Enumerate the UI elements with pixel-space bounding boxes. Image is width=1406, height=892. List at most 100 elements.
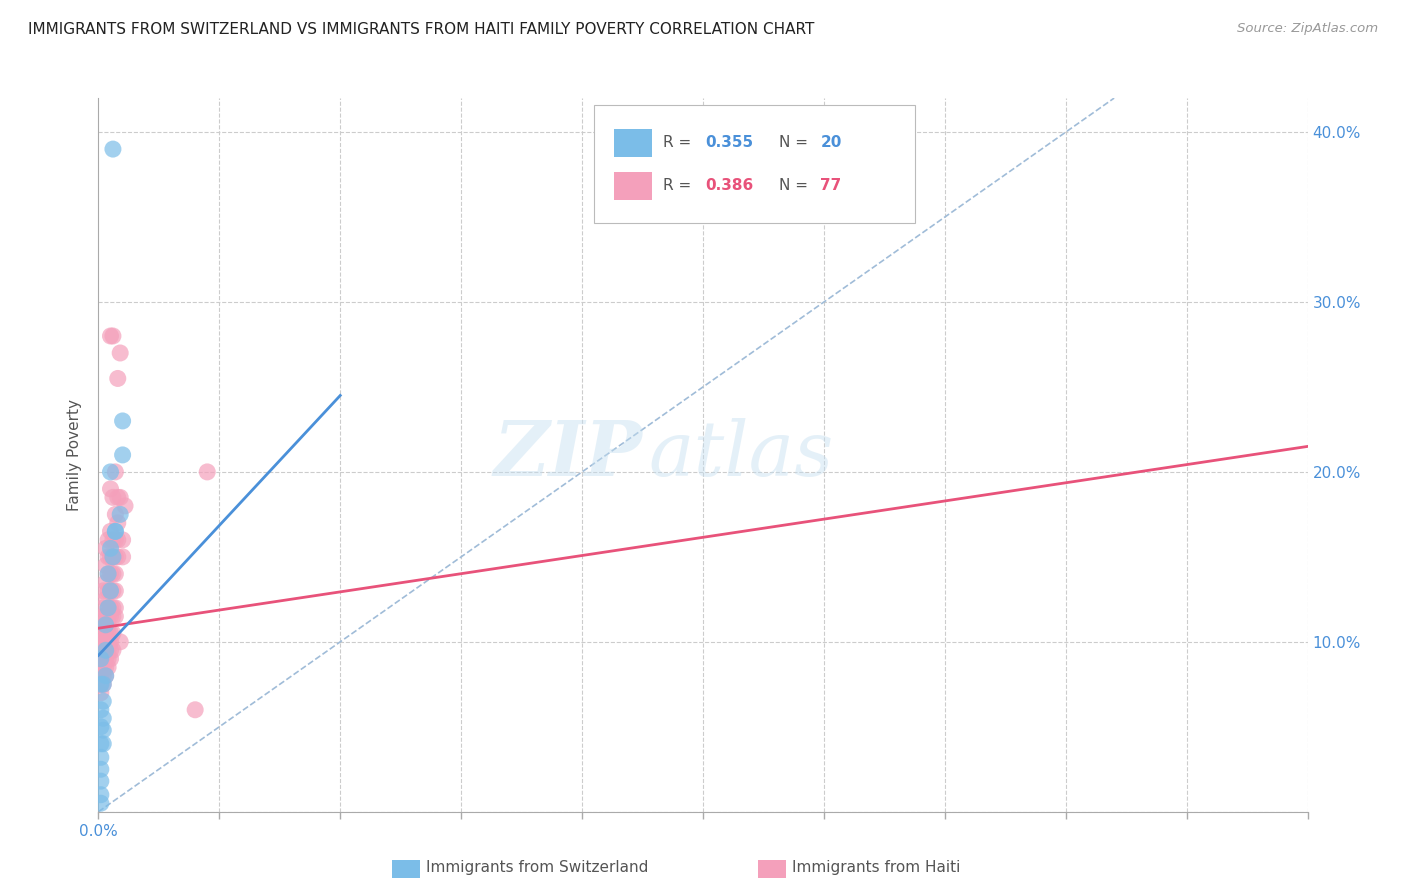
Point: [101, 583, 124, 598]
Text: R =: R =: [664, 135, 696, 150]
Point: [94, 626, 117, 640]
Point: [94, 575, 117, 590]
Point: [107, 549, 129, 564]
Point: [100, 524, 122, 539]
Text: Immigrants from Switzerland: Immigrants from Switzerland: [426, 861, 648, 875]
Point: [94, 660, 117, 674]
Point: [94, 541, 117, 556]
Point: [184, 703, 207, 717]
Point: [90, 788, 112, 802]
Point: [97, 652, 120, 666]
Point: [108, 346, 131, 360]
Point: [107, 491, 129, 505]
Point: [94, 617, 117, 632]
Point: [100, 583, 122, 598]
Point: [108, 635, 131, 649]
Point: [91, 600, 114, 615]
Point: [90, 774, 112, 789]
Point: [97, 626, 120, 640]
Point: [91, 737, 114, 751]
Point: [91, 677, 114, 691]
Point: [111, 533, 134, 547]
Point: [101, 566, 124, 581]
Point: [94, 669, 117, 683]
Point: [91, 635, 114, 649]
Point: [101, 142, 124, 156]
Point: [91, 677, 114, 691]
Point: [90, 652, 112, 666]
Point: [100, 566, 122, 581]
Point: [104, 566, 127, 581]
Point: [101, 626, 124, 640]
Point: [104, 583, 127, 598]
Point: [94, 617, 117, 632]
Point: [100, 635, 122, 649]
Point: [107, 516, 129, 530]
Point: [94, 643, 117, 657]
Point: [91, 652, 114, 666]
Point: [107, 533, 129, 547]
Text: N =: N =: [779, 135, 813, 150]
FancyBboxPatch shape: [613, 128, 652, 157]
Point: [108, 491, 131, 505]
Point: [94, 669, 117, 683]
Point: [94, 635, 117, 649]
Point: [97, 583, 120, 598]
Text: 0.355: 0.355: [706, 135, 754, 150]
Point: [108, 508, 131, 522]
Point: [104, 508, 127, 522]
Point: [90, 703, 112, 717]
Point: [111, 448, 134, 462]
Text: N =: N =: [779, 178, 813, 193]
Point: [111, 549, 134, 564]
Point: [104, 533, 127, 547]
Point: [90, 796, 112, 810]
Point: [94, 609, 117, 624]
Point: [91, 660, 114, 674]
FancyBboxPatch shape: [613, 171, 652, 200]
Point: [104, 609, 127, 624]
Point: [97, 549, 120, 564]
Point: [90, 762, 112, 776]
Point: [94, 592, 117, 607]
Point: [97, 617, 120, 632]
Text: atlas: atlas: [648, 418, 834, 491]
Point: [97, 566, 120, 581]
Point: [104, 524, 127, 539]
Point: [97, 643, 120, 657]
Point: [91, 694, 114, 708]
Point: [91, 643, 114, 657]
Point: [91, 723, 114, 738]
Point: [91, 583, 114, 598]
Point: [97, 600, 120, 615]
Point: [111, 414, 134, 428]
Point: [100, 541, 122, 556]
Point: [97, 600, 120, 615]
Point: [91, 669, 114, 683]
Point: [90, 750, 112, 764]
Point: [100, 329, 122, 343]
Point: [100, 626, 122, 640]
Point: [97, 533, 120, 547]
Text: Source: ZipAtlas.com: Source: ZipAtlas.com: [1237, 22, 1378, 36]
Point: [90, 737, 112, 751]
Point: [91, 711, 114, 725]
Text: R =: R =: [664, 178, 696, 193]
Point: [101, 643, 124, 657]
Point: [90, 669, 112, 683]
Point: [90, 652, 112, 666]
Point: [101, 329, 124, 343]
Point: [91, 609, 114, 624]
Text: ZIP: ZIP: [494, 418, 643, 491]
Point: [101, 549, 124, 564]
Point: [114, 499, 136, 513]
Point: [101, 609, 124, 624]
Point: [97, 635, 120, 649]
Point: [90, 617, 112, 632]
Point: [94, 643, 117, 657]
Point: [90, 643, 112, 657]
Point: [97, 609, 120, 624]
Point: [104, 524, 127, 539]
Point: [101, 533, 124, 547]
Point: [94, 558, 117, 573]
